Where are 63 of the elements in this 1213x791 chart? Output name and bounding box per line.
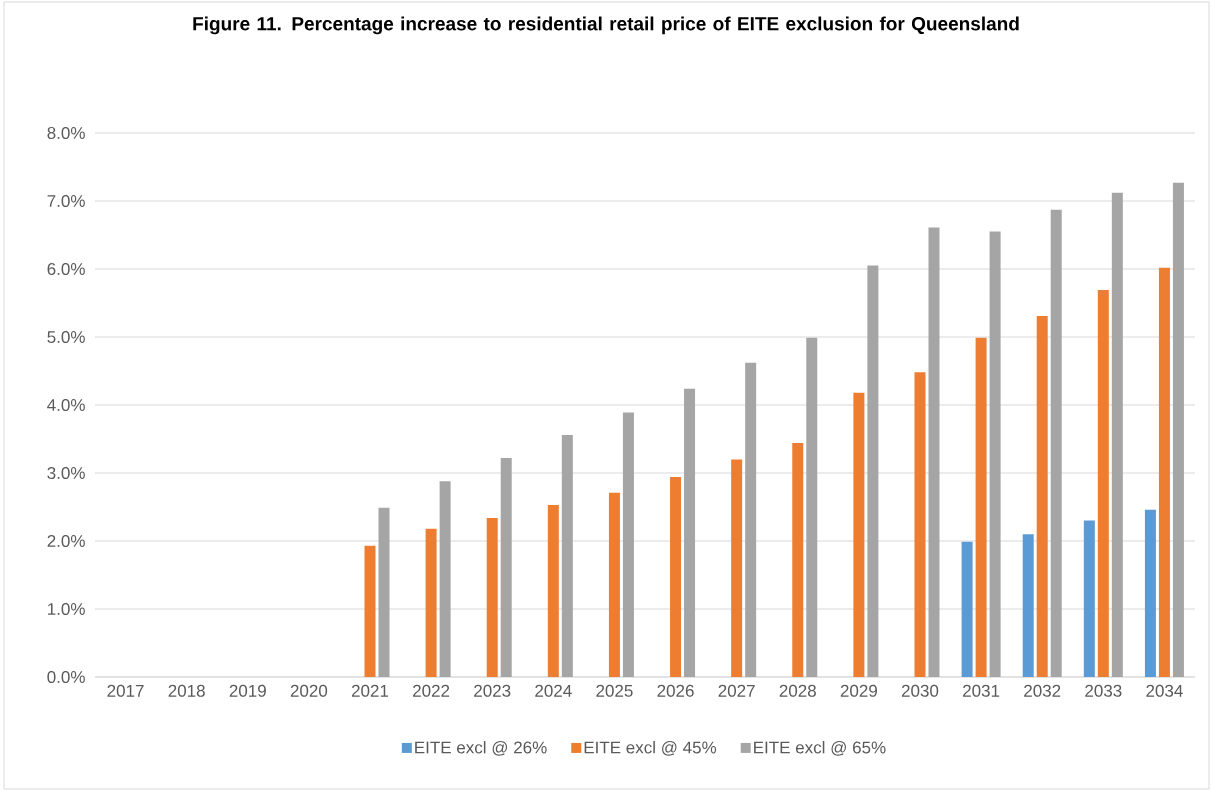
bar xyxy=(914,372,926,677)
x-tick-label: 2032 xyxy=(1024,684,1061,697)
bar xyxy=(561,434,573,677)
bar xyxy=(486,517,498,677)
bar xyxy=(1144,509,1156,677)
x-tick-label: 2023 xyxy=(474,684,511,697)
bar xyxy=(378,507,390,677)
y-tick-label: 6.0% xyxy=(47,262,85,276)
bar xyxy=(500,458,512,677)
chart-title: Figure 11. Percentage increase to residential retail price of EITE exclusion for Queensland xyxy=(193,16,1019,35)
bar xyxy=(608,492,620,677)
y-tick-label: 8.0% xyxy=(47,126,85,140)
bar xyxy=(731,459,743,677)
bar xyxy=(684,388,696,677)
x-tick-label: 2029 xyxy=(840,684,877,697)
x-tick-label: 2017 xyxy=(107,684,144,697)
x-tick-label: 2019 xyxy=(229,684,266,697)
bar xyxy=(853,392,865,677)
y-tick-label: 7.0% xyxy=(47,194,85,208)
y-tick-label: 3.0% xyxy=(47,466,85,480)
y-tick-label: 0.0% xyxy=(47,670,85,684)
y-tick-label: 1.0% xyxy=(48,602,85,616)
x-tick-label: 2021 xyxy=(351,684,389,697)
bar xyxy=(439,481,451,677)
x-tick-label: 2022 xyxy=(413,684,450,697)
bar xyxy=(745,362,757,677)
legend-label: EITE excl @ 45% xyxy=(584,741,717,756)
legend-label: EITE excl @ 26% xyxy=(415,741,547,756)
x-tick-label: 2025 xyxy=(596,684,633,697)
bar xyxy=(1172,182,1184,677)
bar xyxy=(1050,209,1062,677)
x-tick-label: 2026 xyxy=(657,684,694,697)
bar xyxy=(364,545,376,677)
x-tick-label: 2031 xyxy=(963,684,1000,697)
bar xyxy=(1083,520,1095,677)
bar xyxy=(670,477,682,677)
legend-label: EITE excl @ 65% xyxy=(754,741,886,756)
y-tick-label: 5.0% xyxy=(47,330,85,344)
bar xyxy=(1036,315,1048,677)
x-tick-label: 2024 xyxy=(535,684,572,697)
x-tick-label: 2034 xyxy=(1146,684,1183,697)
x-tick-label: 2027 xyxy=(718,684,755,697)
x-tick-label: 2018 xyxy=(168,684,205,697)
bar xyxy=(961,541,973,677)
y-tick-label: 2.0% xyxy=(47,534,85,548)
bar xyxy=(1022,534,1034,677)
y-tick-label: 4.0% xyxy=(47,398,85,412)
x-tick-label: 2020 xyxy=(290,684,328,697)
bar xyxy=(989,231,1001,677)
bar xyxy=(1158,267,1170,677)
bar xyxy=(928,227,940,677)
bar xyxy=(867,265,879,677)
bar xyxy=(547,504,559,677)
bar xyxy=(1111,192,1123,677)
x-tick-label: 2033 xyxy=(1085,684,1122,697)
x-tick-label: 2028 xyxy=(779,684,816,697)
bar xyxy=(792,443,804,677)
bar xyxy=(425,528,437,677)
bar xyxy=(622,412,634,677)
x-tick-label: 2030 xyxy=(901,684,939,697)
bar xyxy=(975,337,987,677)
bar xyxy=(806,337,818,677)
bar xyxy=(1097,290,1109,677)
